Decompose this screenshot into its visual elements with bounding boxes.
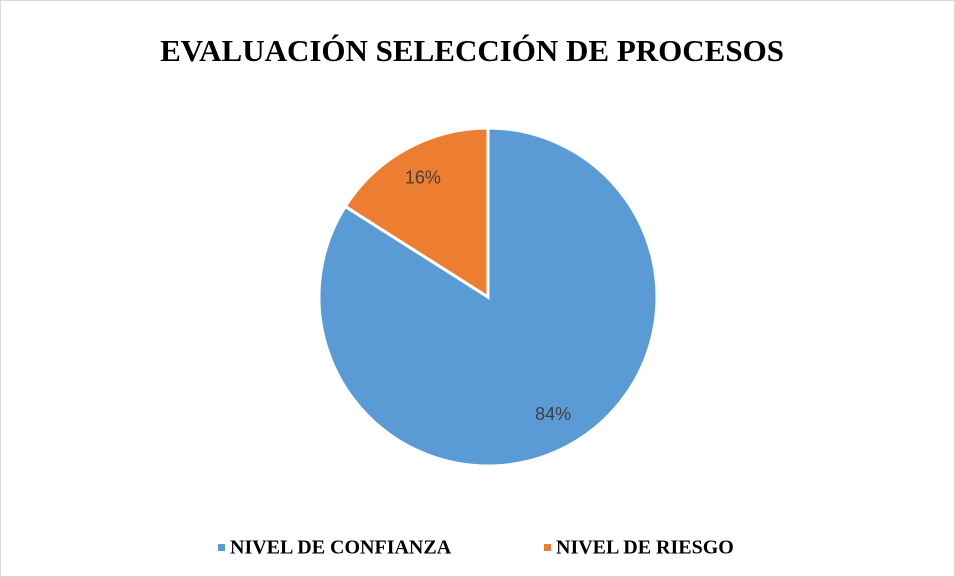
data-label: 16%: [405, 167, 441, 187]
legend-marker: [544, 544, 551, 551]
pie-slice: [343, 126, 490, 300]
legend-label: NIVEL DE RIESGO: [556, 537, 734, 559]
data-label: 84%: [535, 404, 571, 424]
legend-marker: [218, 544, 225, 551]
chart-title: EVALUACIÓN SELECCIÓN DE PROCESOS: [160, 33, 784, 68]
pie-slice: [317, 126, 659, 468]
legend-label: NIVEL DE CONFIANZA: [230, 537, 452, 559]
